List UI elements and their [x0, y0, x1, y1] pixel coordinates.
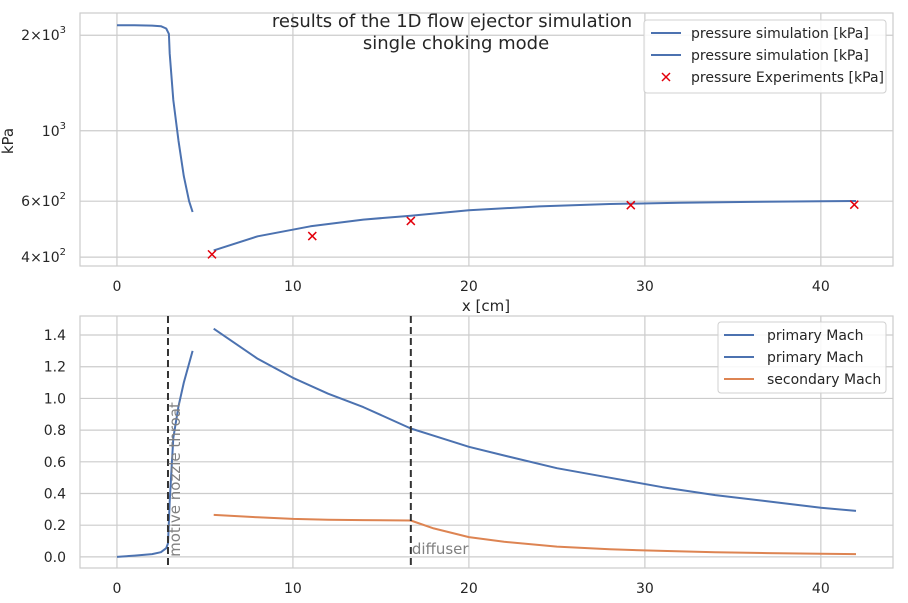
- mach-y-tick-label: 1.4: [44, 328, 66, 344]
- pressure-plot-x-ticks: 0 10 20 30 40: [112, 279, 829, 295]
- pressure-x-tick-label: 10: [284, 279, 302, 295]
- pressure-legend-label: pressure simulation [kPa]: [691, 48, 869, 64]
- mach-legend-box: [717, 321, 887, 394]
- mach-plot: 0 10 20 30 40 0.0 0.2 0.4 0.6 0.8 1.0 1.2 1.4 motiv…: [44, 315, 894, 597]
- pressure-y-tick-times: ×10: [30, 250, 60, 266]
- pressure-y-tick-base: 4: [21, 250, 30, 266]
- mach-x-tick-label: 40: [812, 581, 830, 597]
- chart-title: results of the 1D flow ejector simulatio…: [272, 11, 632, 32]
- pressure-legend-marker-swatch: [661, 72, 671, 82]
- pressure-experiment-marker: [307, 231, 317, 241]
- secondary-mach-line: [213, 513, 857, 556]
- pressure-legend-box: [643, 19, 887, 94]
- pressure-y-tick-exponent: 2: [60, 191, 66, 202]
- pressure-simulation-line: [213, 200, 857, 252]
- pressure-y-tick-label: 6×102: [21, 191, 66, 210]
- pressure-y-tick-times: ×10: [30, 194, 60, 210]
- pressure-plot-legend: pressure simulation [kPa] pressure simula…: [643, 19, 887, 94]
- pressure-experiment-marker: [626, 200, 636, 210]
- diffuser-label: diffuser: [412, 540, 470, 558]
- pressure-y-tick-exponent: 2: [60, 247, 66, 258]
- pressure-y-tick-times: ×10: [30, 28, 60, 44]
- pressure-y-tick-base: 6: [21, 194, 30, 210]
- pressure-simulation-line: [117, 24, 194, 213]
- pressure-experiment-marker: [406, 216, 416, 226]
- mach-x-tick-label: 30: [636, 581, 654, 597]
- pressure-y-tick-label: 103: [42, 121, 66, 140]
- pressure-y-tick-exponent: 3: [60, 121, 66, 132]
- mach-y-tick-label: 0.2: [44, 518, 66, 534]
- mach-x-tick-label: 10: [284, 581, 302, 597]
- pressure-y-tick-ten: 10: [42, 124, 60, 140]
- mach-y-tick-label: 0.8: [44, 423, 66, 439]
- mach-y-tick-label: 1.2: [44, 360, 66, 376]
- mach-plot-reference-lines: motive nozzle throat diffuser: [166, 316, 469, 568]
- mach-y-tick-label: 1.0: [44, 391, 66, 407]
- pressure-y-tick-label: 2×103: [21, 25, 66, 44]
- motive-nozzle-throat-label: motive nozzle throat: [166, 402, 184, 557]
- mach-plot-series: [116, 327, 857, 558]
- primary-mach-line: [213, 327, 857, 512]
- pressure-legend-label: pressure simulation [kPa]: [691, 26, 869, 42]
- mach-legend-label: primary Mach: [767, 350, 863, 366]
- pressure-x-tick-label: 0: [112, 279, 121, 295]
- mach-legend-label: primary Mach: [767, 328, 863, 344]
- pressure-x-tick-label: 20: [460, 279, 478, 295]
- pressure-y-tick-label: 4×102: [21, 247, 66, 266]
- pressure-y-tick-base: 2: [21, 28, 30, 44]
- mach-x-tick-label: 0: [112, 581, 121, 597]
- mach-plot-y-ticks: 0.0 0.2 0.4 0.6 0.8 1.0 1.2 1.4: [44, 328, 66, 566]
- pressure-x-tick-label: 30: [636, 279, 654, 295]
- mach-y-tick-label: 0.0: [44, 550, 66, 566]
- pressure-plot-series: [117, 24, 859, 259]
- mach-x-tick-label: 20: [460, 581, 478, 597]
- mach-plot-x-ticks: 0 10 20 30 40: [112, 581, 829, 597]
- pressure-experiment-marker: [207, 249, 217, 259]
- mach-y-tick-label: 0.6: [44, 455, 66, 471]
- pressure-experiment-marker: [849, 200, 859, 210]
- pressure-plot-x-axis-label: x [cm]: [462, 297, 510, 315]
- mach-plot-legend: primary Mach primary Mach secondary Mach: [717, 321, 887, 394]
- pressure-plot-y-axis-label: kPa: [0, 128, 17, 154]
- pressure-y-tick-exponent: 3: [60, 25, 66, 36]
- mach-y-tick-label: 0.4: [44, 487, 66, 503]
- pressure-x-tick-label: 40: [812, 279, 830, 295]
- mach-legend-label: secondary Mach: [767, 372, 881, 388]
- pressure-legend-label: pressure Experiments [kPa]: [691, 70, 884, 86]
- chart-subtitle: single choking mode: [363, 33, 549, 54]
- primary-mach-line: [116, 350, 194, 558]
